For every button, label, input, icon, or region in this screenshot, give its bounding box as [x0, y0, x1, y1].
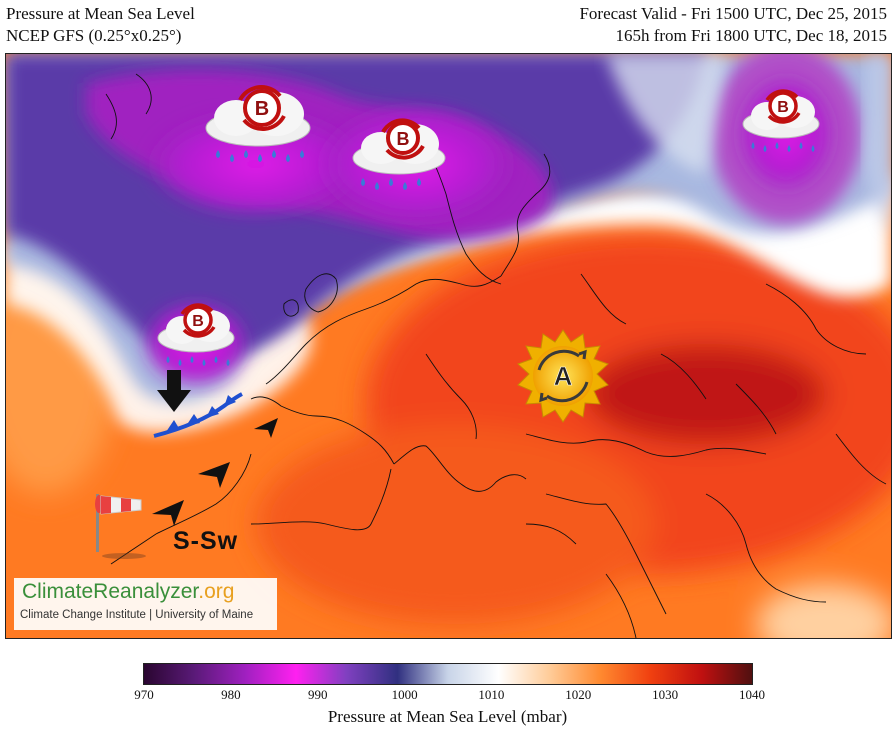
coastlines — [105, 73, 887, 638]
wind-arrow-icon — [254, 418, 278, 438]
colorbar-tick-label: 1030 — [652, 687, 679, 702]
forecast-valid: Forecast Valid - Fri 1500 UTC, Dec 25, 2… — [579, 4, 887, 23]
low-label: B — [777, 99, 789, 116]
low-center-4: B — [157, 303, 235, 366]
wind-direction-label: S-Sw — [173, 527, 239, 555]
wind-arrows — [152, 418, 278, 526]
colorbar-tick-label: 980 — [221, 687, 241, 702]
colorbar-tick-label: 1010 — [478, 687, 505, 702]
header-left: Pressure at Mean Sea Level NCEP GFS (0.2… — [6, 3, 195, 47]
logo-brand-tld: .org — [198, 580, 235, 603]
low-label: B — [255, 98, 269, 120]
colorbar-tick-label: 1020 — [565, 687, 592, 702]
arrow-down-icon — [157, 370, 191, 412]
logo-brand-main: ClimateReanalyzer — [22, 580, 199, 603]
low-center-3: B — [742, 89, 820, 152]
colorbar-title: Pressure at Mean Sea Level (mbar) — [327, 707, 568, 726]
colorbar-tick-label: 990 — [307, 687, 328, 702]
high-center: A — [517, 329, 609, 423]
high-label: A — [554, 361, 573, 391]
wind-arrow-icon — [198, 462, 230, 488]
low-label: B — [397, 129, 410, 149]
colorbar-ticks: 970 980 990 1000 1010 1020 1030 1040 — [134, 684, 765, 702]
colorbar-tick-label: 1040 — [739, 687, 765, 702]
wind-arrow-icon — [152, 500, 184, 526]
colorbar-tick-label: 970 — [134, 687, 154, 702]
low-center-2: B — [352, 118, 446, 190]
cold-front-icon — [153, 392, 243, 438]
colorbar — [143, 663, 753, 685]
logo-subtitle: Climate Change Institute | University of… — [20, 609, 254, 621]
windsock-icon — [95, 494, 146, 559]
forecast-lead: 165h from Fri 1800 UTC, Dec 18, 2015 — [615, 26, 887, 45]
low-label: B — [192, 313, 204, 330]
header-right: Forecast Valid - Fri 1500 UTC, Dec 25, 2… — [579, 3, 887, 47]
map-canvas: B B — [6, 54, 891, 638]
logo: ClimateReanalyzer.org Climate Change Ins… — [14, 578, 277, 630]
map-title: Pressure at Mean Sea Level — [6, 4, 195, 23]
pressure-map: B B — [5, 53, 892, 639]
colorbar-tick-label: 1000 — [391, 687, 418, 702]
model-name: NCEP GFS (0.25°x0.25°) — [6, 26, 182, 45]
low-center-1: B — [205, 85, 311, 162]
logo-brand: ClimateReanalyzer.org — [22, 580, 234, 604]
